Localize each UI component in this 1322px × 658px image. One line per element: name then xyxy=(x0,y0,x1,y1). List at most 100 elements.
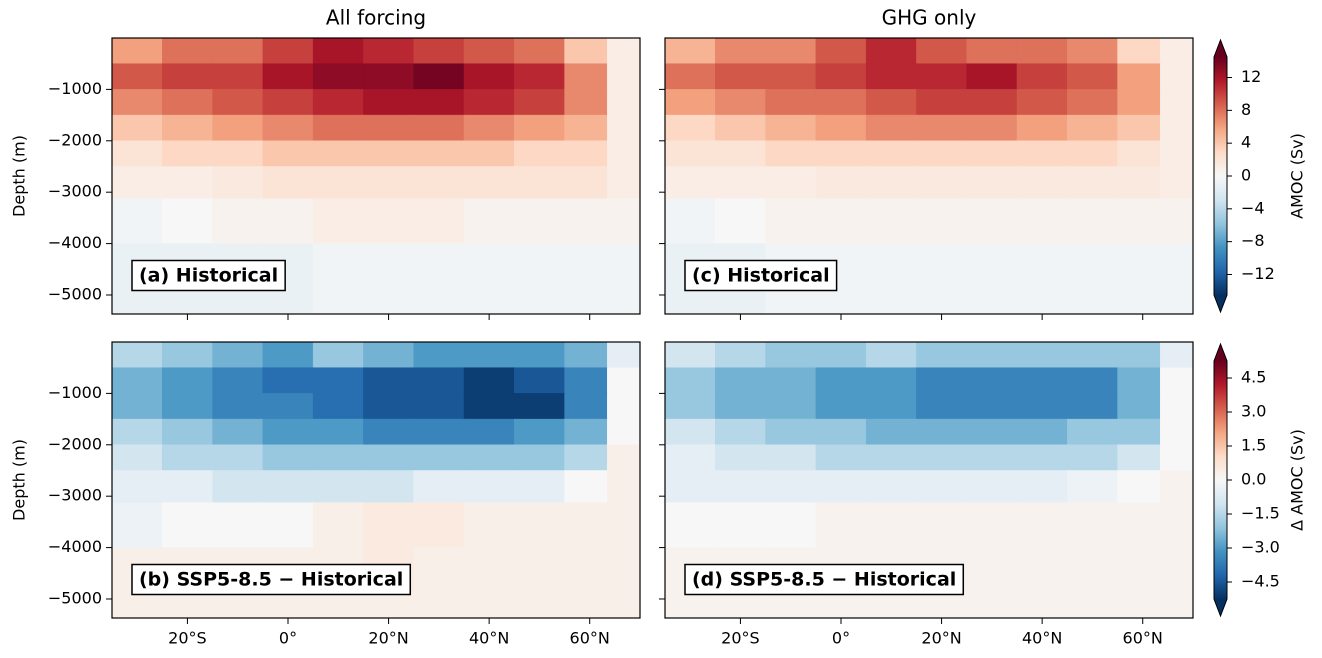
contour-cell xyxy=(413,89,465,116)
contour-cell xyxy=(916,470,968,504)
contour-cell xyxy=(413,502,465,549)
contour-cell xyxy=(665,198,717,245)
contour-cell xyxy=(665,89,717,116)
x-tick-label: 20°S xyxy=(721,629,760,648)
contour-cell xyxy=(112,342,164,369)
contour-cell xyxy=(916,63,968,91)
y-tick-label: −4000 xyxy=(48,233,102,252)
contour-cell xyxy=(916,502,968,549)
contour-cell xyxy=(865,243,918,289)
contour-cell xyxy=(312,166,365,200)
contour-cell xyxy=(564,114,609,142)
contour-cell xyxy=(1117,502,1162,549)
contour-cell xyxy=(413,367,465,395)
contour-cell xyxy=(1016,287,1069,314)
contour-cell xyxy=(463,367,516,395)
contour-cell xyxy=(212,89,264,116)
contour-cell xyxy=(865,367,918,395)
contour-cell xyxy=(1067,38,1119,65)
contour-cell xyxy=(715,418,767,446)
contour-cell xyxy=(1117,393,1162,420)
contour-cell xyxy=(262,63,314,91)
contour-cell xyxy=(715,342,767,369)
contour-cell xyxy=(463,287,516,314)
contour-cell xyxy=(1016,140,1069,168)
contour-cell xyxy=(1117,367,1162,395)
y-tick-label: −5000 xyxy=(48,588,102,607)
contour-cell xyxy=(463,38,516,65)
contour-cell xyxy=(162,367,214,395)
contour-cell xyxy=(1160,166,1193,200)
x-tick-label: 60°N xyxy=(1123,629,1163,648)
contour-cell xyxy=(865,89,918,116)
contour-cell xyxy=(514,470,566,504)
contour-cell xyxy=(1117,470,1162,504)
contour-cell xyxy=(916,591,968,618)
contour-cell xyxy=(463,114,516,142)
contour-cell xyxy=(1160,38,1193,65)
contour-cell xyxy=(1117,89,1162,116)
y-tick-label: −2000 xyxy=(48,130,102,149)
contour-cell xyxy=(665,470,717,504)
contour-cell xyxy=(262,198,314,245)
contour-cell xyxy=(564,418,609,446)
contour-cell xyxy=(463,418,516,446)
contour-cell xyxy=(1160,502,1193,549)
contour-cell xyxy=(262,38,314,65)
contour-cell xyxy=(162,140,214,168)
contour-cell xyxy=(715,166,767,200)
contour-cell xyxy=(514,166,566,200)
contour-cell xyxy=(514,591,566,618)
contour-cell xyxy=(1016,89,1069,116)
contour-cell xyxy=(966,198,1018,245)
contour-cell xyxy=(665,591,717,618)
y-tick-label: −2000 xyxy=(48,434,102,453)
contour-cell xyxy=(715,63,767,91)
y-axis-label: Depth (m) xyxy=(10,439,29,521)
contour-cell xyxy=(212,393,264,420)
contour-cell xyxy=(665,393,717,420)
contour-cell xyxy=(463,243,516,289)
contour-cell xyxy=(162,287,214,314)
contour-cell xyxy=(966,418,1018,446)
contour-cell xyxy=(765,470,817,504)
contour-cell xyxy=(112,63,164,91)
contour-cell xyxy=(916,140,968,168)
contour-cell xyxy=(916,198,968,245)
contour-cell xyxy=(514,114,566,142)
contour-cell xyxy=(1016,591,1069,618)
contour-field xyxy=(112,38,640,314)
contour-cell xyxy=(765,342,817,369)
contour-cell xyxy=(715,367,767,395)
contour-cell xyxy=(1016,502,1069,549)
contour-cell xyxy=(815,38,867,65)
contour-field xyxy=(665,342,1193,618)
contour-cell xyxy=(1067,63,1119,91)
contour-cell xyxy=(514,63,566,91)
contour-cell xyxy=(715,287,767,314)
contour-cell xyxy=(865,140,918,168)
contour-cell xyxy=(865,418,918,446)
contour-cell xyxy=(564,547,609,593)
contour-cell xyxy=(1016,418,1069,446)
y-tick-label: −1000 xyxy=(48,383,102,402)
contour-cell xyxy=(1067,470,1119,504)
contour-cell xyxy=(162,342,214,369)
contour-cell xyxy=(665,140,717,168)
contour-cell xyxy=(514,287,566,314)
contour-cell xyxy=(1160,470,1193,504)
contour-cell xyxy=(1160,444,1193,472)
contour-cell xyxy=(463,166,516,200)
axes-frame xyxy=(664,37,1194,315)
contour-cell xyxy=(262,114,314,142)
contour-cell xyxy=(1117,287,1162,314)
contour-cell xyxy=(966,444,1018,472)
contour-cell xyxy=(607,444,640,472)
cbar-tick-label: 8 xyxy=(1241,100,1251,119)
contour-cell xyxy=(1160,198,1193,245)
column-title: GHG only xyxy=(882,6,977,30)
panel-label: (a) Historical xyxy=(139,265,278,287)
contour-cell xyxy=(312,243,365,289)
contour-cell xyxy=(966,367,1018,395)
contour-cell xyxy=(1160,287,1193,314)
